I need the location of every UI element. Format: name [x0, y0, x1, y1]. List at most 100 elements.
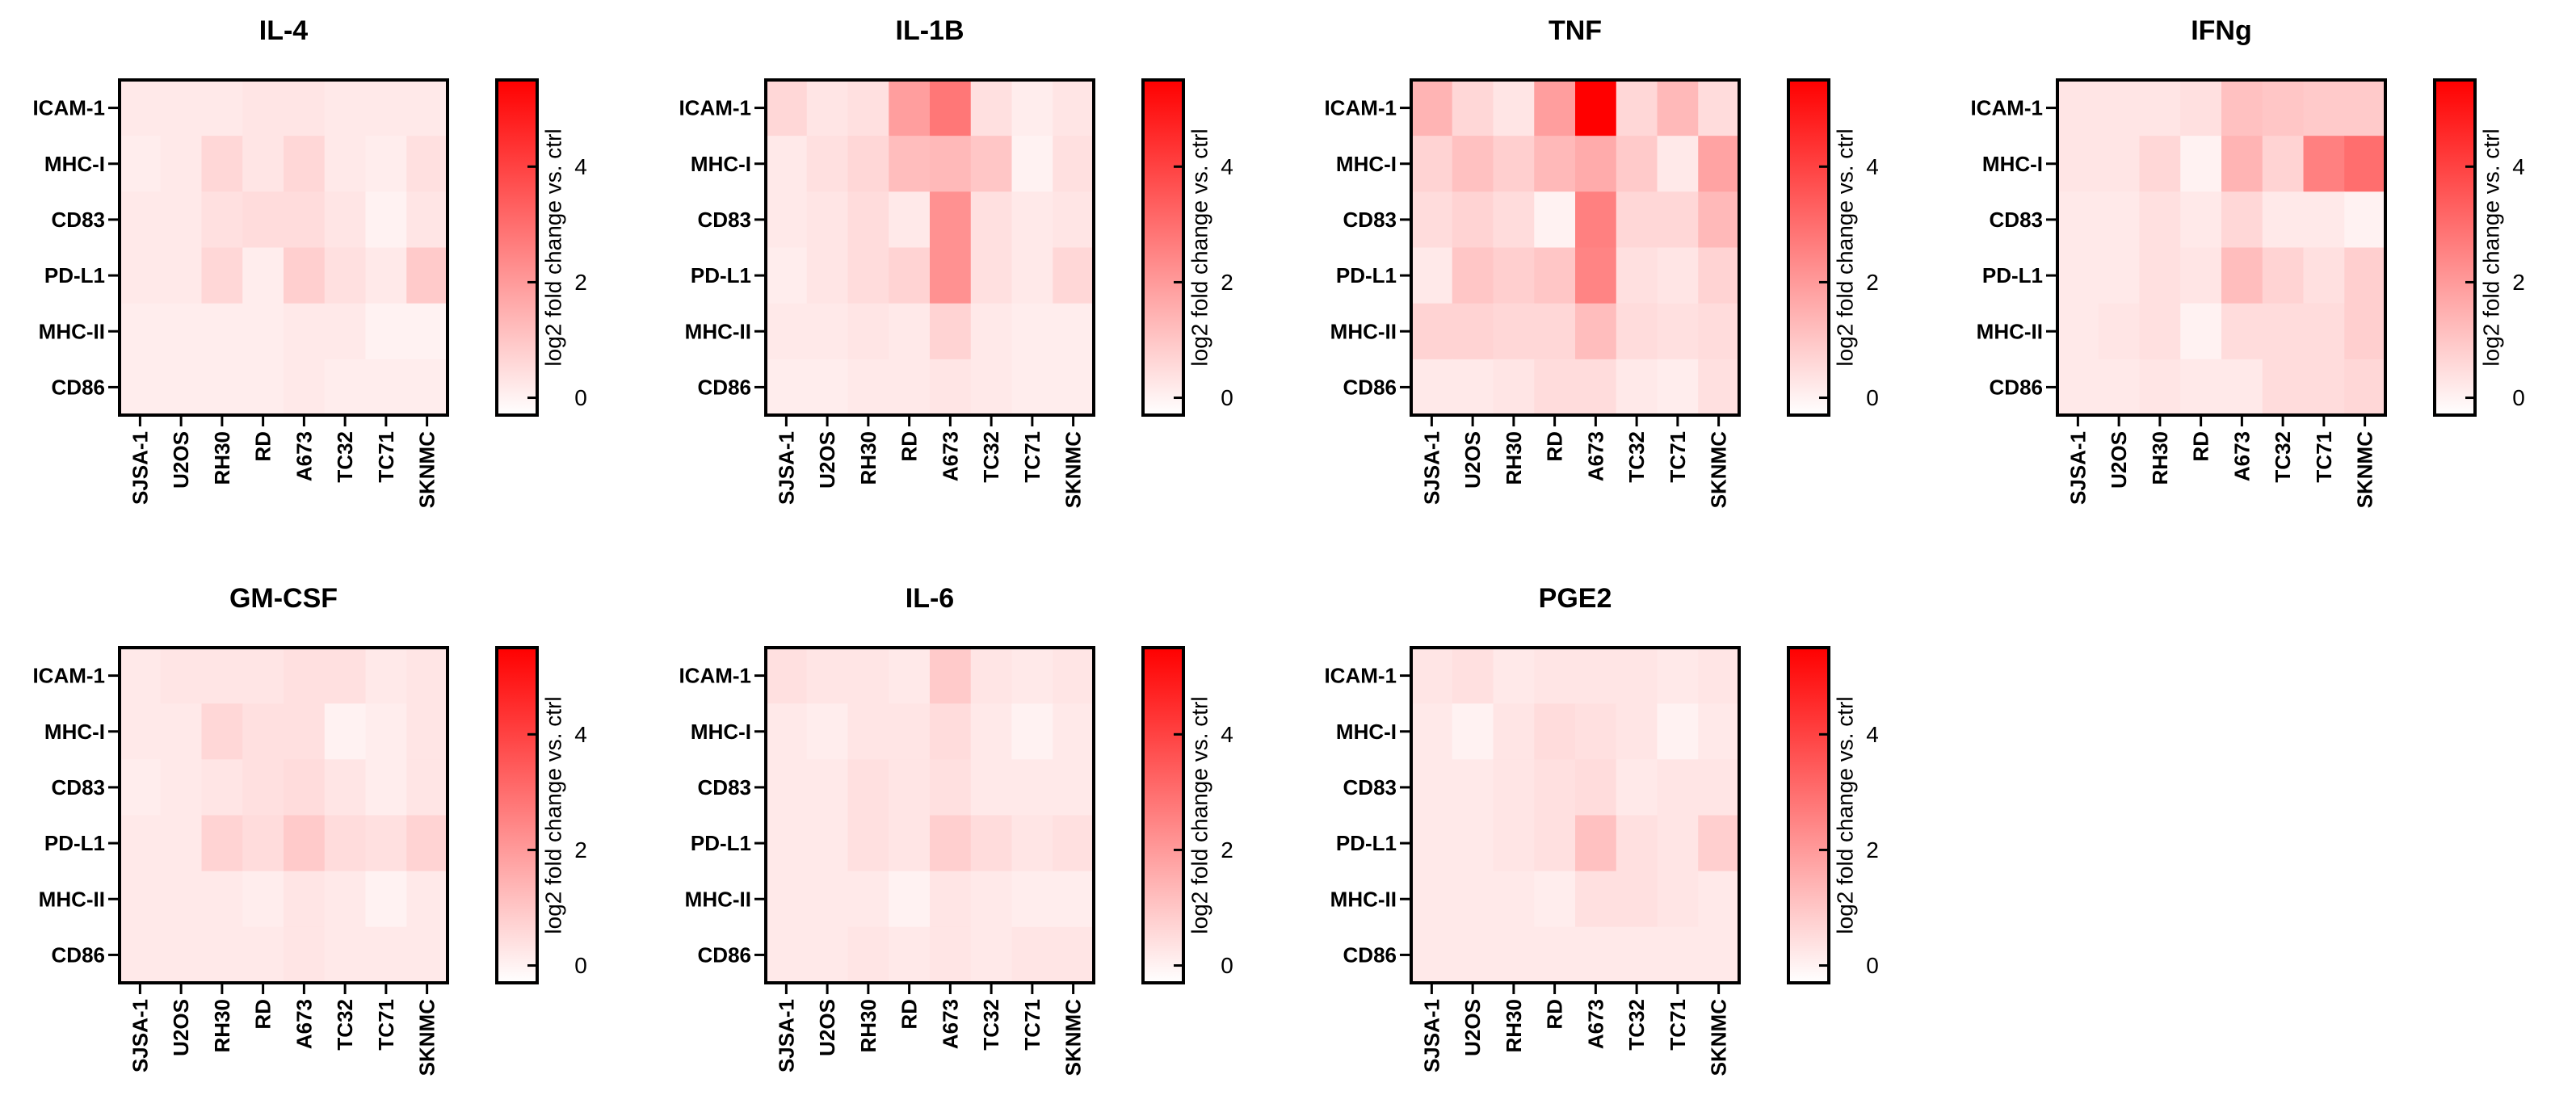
- heatmap-cell-pd-l1-a673: [284, 247, 326, 304]
- row-label: PD-L1: [1336, 831, 1397, 855]
- heatmap-cell-pd-l1-a673: [930, 815, 972, 872]
- heatmap-cell-mhc-ii-rh30: [201, 303, 243, 360]
- heatmap-cell-mhc-ii-rd: [1534, 303, 1576, 360]
- heatmap-cell-cd86-rh30: [1493, 926, 1535, 984]
- heatmap-cell-pd-l1-tc32: [970, 815, 1013, 872]
- heatmap-cell-mhc-ii-rd: [889, 871, 931, 928]
- row-label: MHC-II: [685, 887, 751, 911]
- heatmap-cell-pd-l1-tc32: [324, 247, 367, 304]
- column-label: SJSA-1: [128, 431, 152, 505]
- column-label: SKNMC: [415, 999, 439, 1077]
- heatmap-cell-icam-1-sjsa-1: [120, 648, 162, 704]
- heatmap-cell-mhc-i-tc71: [1011, 703, 1053, 760]
- column-label: U2OS: [1460, 999, 1485, 1056]
- heatmap-cell-cd86-rd: [889, 926, 931, 984]
- heatmap-cell-cd83-rd: [1534, 759, 1576, 816]
- colorbar-tick-label: 4: [1221, 722, 1233, 747]
- heatmap-frame: [118, 646, 449, 984]
- heatmap-cell-mhc-ii-u2os: [1452, 871, 1494, 928]
- heatmap-cell-mhc-ii-u2os: [160, 303, 203, 360]
- heatmap-cell-mhc-i-sjsa-1: [1411, 703, 1453, 760]
- heatmap-cell-cd86-sknmc: [1053, 359, 1095, 416]
- heatmap-cell-icam-1-a673: [2221, 80, 2263, 136]
- heatmap-frame: [764, 646, 1095, 984]
- row-label: ICAM-1: [1324, 664, 1397, 688]
- heatmap-cell-pd-l1-a673: [284, 815, 326, 872]
- heatmap-cell-pd-l1-rh30: [2139, 247, 2181, 304]
- heatmap-cell-icam-1-a673: [1575, 80, 1617, 136]
- heatmap-il-6: IL-6 ICAM-1 MHC-I CD83 PD-L1 MHC-II CD86 SJSA-1…: [679, 583, 1233, 1076]
- row-label: CD83: [52, 208, 105, 232]
- heatmap-cell-icam-1-sknmc: [2344, 80, 2386, 136]
- heatmap-cell-icam-1-u2os: [2098, 80, 2141, 136]
- heatmap-cell-mhc-i-u2os: [160, 703, 203, 760]
- heatmap-cell-mhc-i-a673: [930, 136, 972, 192]
- heatmap-cell-pd-l1-rd: [242, 815, 284, 872]
- heatmap-cell-pd-l1-rh30: [201, 247, 243, 304]
- row-label: MHC-II: [39, 319, 105, 343]
- heatmap-cell-cd86-a673: [284, 926, 326, 984]
- heatmap-cell-mhc-ii-rd: [1534, 871, 1576, 928]
- heatmap-cell-pd-l1-sjsa-1: [766, 247, 808, 304]
- heatmap-cell-mhc-ii-rh30: [1493, 303, 1535, 360]
- column-label: TC71: [2312, 431, 2336, 483]
- heatmap-cell-pd-l1-rd: [889, 815, 931, 872]
- heatmap-cell-cd86-u2os: [160, 359, 203, 416]
- heatmap-cell-mhc-i-rd: [889, 703, 931, 760]
- heatmap-cell-mhc-ii-a673: [284, 871, 326, 928]
- heatmap-cell-cd83-a673: [1575, 191, 1617, 249]
- colorbar-tick-label: 4: [574, 722, 587, 747]
- heatmap-cell-cd86-tc32: [970, 359, 1013, 416]
- heatmap-cell-mhc-ii-sjsa-1: [1411, 871, 1453, 928]
- heatmap-cell-mhc-ii-a673: [930, 871, 972, 928]
- colorbar-tick-label: 0: [1866, 953, 1879, 978]
- row-label: MHC-I: [44, 720, 105, 744]
- column-label: TC32: [2271, 431, 2295, 483]
- heatmap-cell-cd86-rh30: [2139, 359, 2181, 416]
- colorbar-tick-label: 4: [1221, 154, 1233, 179]
- colorbar-tick-label: 2: [2512, 270, 2525, 295]
- heatmap-cell-cd86-a673: [1575, 926, 1617, 984]
- column-label: U2OS: [169, 431, 193, 489]
- heatmap-cell-pd-l1-sjsa-1: [1411, 815, 1453, 872]
- heatmap-cell-mhc-ii-a673: [930, 303, 972, 360]
- heatmap-cell-cd86-sjsa-1: [766, 926, 808, 984]
- heatmap-cell-cd83-tc71: [1657, 191, 1699, 249]
- column-label: TC71: [374, 431, 398, 483]
- heatmap-cell-icam-1-u2os: [160, 648, 203, 704]
- heatmap-cell-mhc-i-tc71: [365, 703, 407, 760]
- heatmap-cell-mhc-i-rd: [2180, 136, 2222, 192]
- heatmap-cell-pd-l1-sjsa-1: [766, 815, 808, 872]
- heatmap-cell-pd-l1-u2os: [1452, 815, 1494, 872]
- heatmap-frame: [764, 78, 1095, 417]
- heatmap-cell-cd86-tc32: [2262, 359, 2305, 416]
- column-label: SJSA-1: [2065, 431, 2090, 505]
- heatmap-cell-cd86-rd: [1534, 926, 1576, 984]
- colorbar-tick-label: 4: [574, 154, 587, 179]
- heatmap-cell-mhc-ii-sjsa-1: [120, 303, 162, 360]
- column-label: RH30: [856, 999, 880, 1052]
- row-label: PD-L1: [44, 831, 105, 855]
- heatmap-cell-cd83-rd: [889, 759, 931, 816]
- heatmap-cell-mhc-ii-tc32: [970, 303, 1013, 360]
- heatmap-cell-mhc-i-tc32: [1616, 136, 1658, 192]
- heatmap-cell-cd86-sknmc: [1698, 359, 1740, 416]
- colorbar-tick-label: 2: [1221, 270, 1233, 295]
- colorbar-tick-label: 0: [1221, 953, 1233, 978]
- heatmap-cell-cd86-sjsa-1: [120, 359, 162, 416]
- row-label: MHC-I: [691, 720, 751, 744]
- colorbar-label: log2 fold change vs. ctrl: [2479, 128, 2504, 366]
- heatmap-cell-cd86-tc32: [324, 359, 367, 416]
- row-label: CD86: [1343, 375, 1397, 399]
- heatmap-cell-pd-l1-u2os: [160, 815, 203, 872]
- heatmap-cell-icam-1-a673: [284, 648, 326, 704]
- heatmap-cell-mhc-ii-rh30: [2139, 303, 2181, 360]
- row-label: CD83: [698, 208, 751, 232]
- column-label: TC32: [1624, 999, 1649, 1051]
- heatmap-cell-pd-l1-tc71: [2303, 247, 2345, 304]
- heatmap-frame: [2056, 78, 2387, 417]
- heatmap-cell-icam-1-rh30: [2139, 80, 2181, 136]
- heatmap-cell-cd86-rh30: [1493, 359, 1535, 416]
- heatmap-cell-cd83-sjsa-1: [2057, 191, 2099, 249]
- heatmap-cell-mhc-i-rh30: [201, 703, 243, 760]
